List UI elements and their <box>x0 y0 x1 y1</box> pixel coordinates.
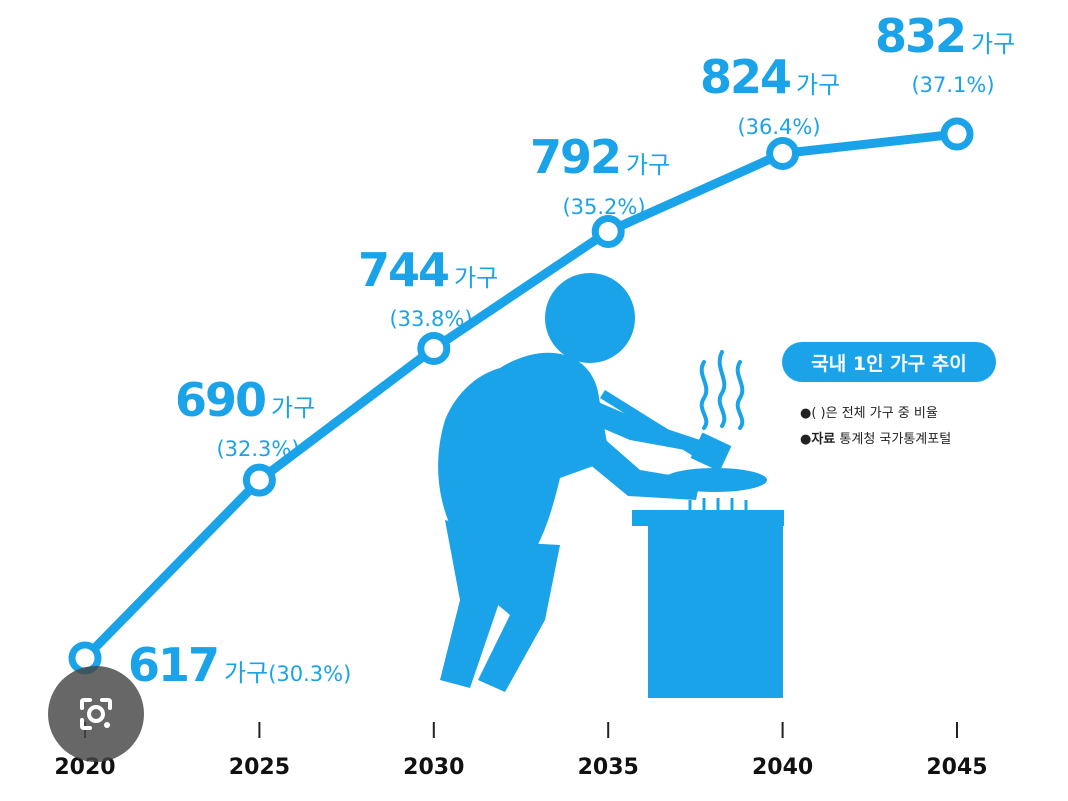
data-point <box>417 331 451 365</box>
value-label: 824 가구 <box>700 50 840 104</box>
steam-lines <box>699 350 745 430</box>
percent-label: (35.2%) <box>562 195 645 219</box>
percent-label: (36.4%) <box>737 115 820 139</box>
x-tick-label: 2045 <box>926 755 987 780</box>
data-point <box>242 463 276 497</box>
data-point <box>766 136 800 170</box>
note-source: ●자료 통계청 국가통계포털 <box>800 428 951 447</box>
series-line-group <box>68 117 974 675</box>
percent-label: (33.8%) <box>389 307 472 331</box>
chart-title-badge: 국내 1인 가구 추이 <box>782 342 996 382</box>
google-lens-icon <box>80 698 112 730</box>
note-ratio-text: ( )은 전체 가구 중 비율 <box>811 406 938 421</box>
value-label: 792 가구 <box>530 130 670 184</box>
value-label: 617 가구(30.3%) <box>128 638 351 692</box>
data-point <box>591 214 625 248</box>
bullet-icon: ● <box>800 406 812 421</box>
value-label: 690 가구 <box>175 373 315 427</box>
chart-title: 국내 1인 가구 추이 <box>811 352 967 375</box>
note-ratio: ●( )은 전체 가구 중 비율 <box>800 402 938 421</box>
series-line <box>81 129 958 662</box>
cooking-person-illustration <box>438 273 784 698</box>
x-tick-label: 2030 <box>403 755 464 780</box>
x-tick-label: 2035 <box>578 755 639 780</box>
note-source-prefix: 자료 <box>811 432 836 447</box>
percent-label: (37.1%) <box>911 73 994 97</box>
bullet-icon: ● <box>800 432 812 447</box>
x-tick-label: 2040 <box>752 755 813 780</box>
value-label: 744 가구 <box>358 243 498 297</box>
data-labels: 617 가구(30.3%) 690 가구 (32.3%) 744 가구 (33.8%) 792 가… <box>128 9 1015 692</box>
data-point <box>940 117 974 151</box>
note-source-text: 통계청 국가통계포털 <box>835 432 952 447</box>
percent-label: (32.3%) <box>216 437 299 461</box>
google-lens-button[interactable] <box>48 666 144 762</box>
burner-flames <box>688 498 748 510</box>
x-axis: 2020 2025 2030 2035 2040 2045 <box>54 722 988 780</box>
value-label: 832 가구 <box>875 9 1015 63</box>
x-tick-label: 2025 <box>229 755 290 780</box>
